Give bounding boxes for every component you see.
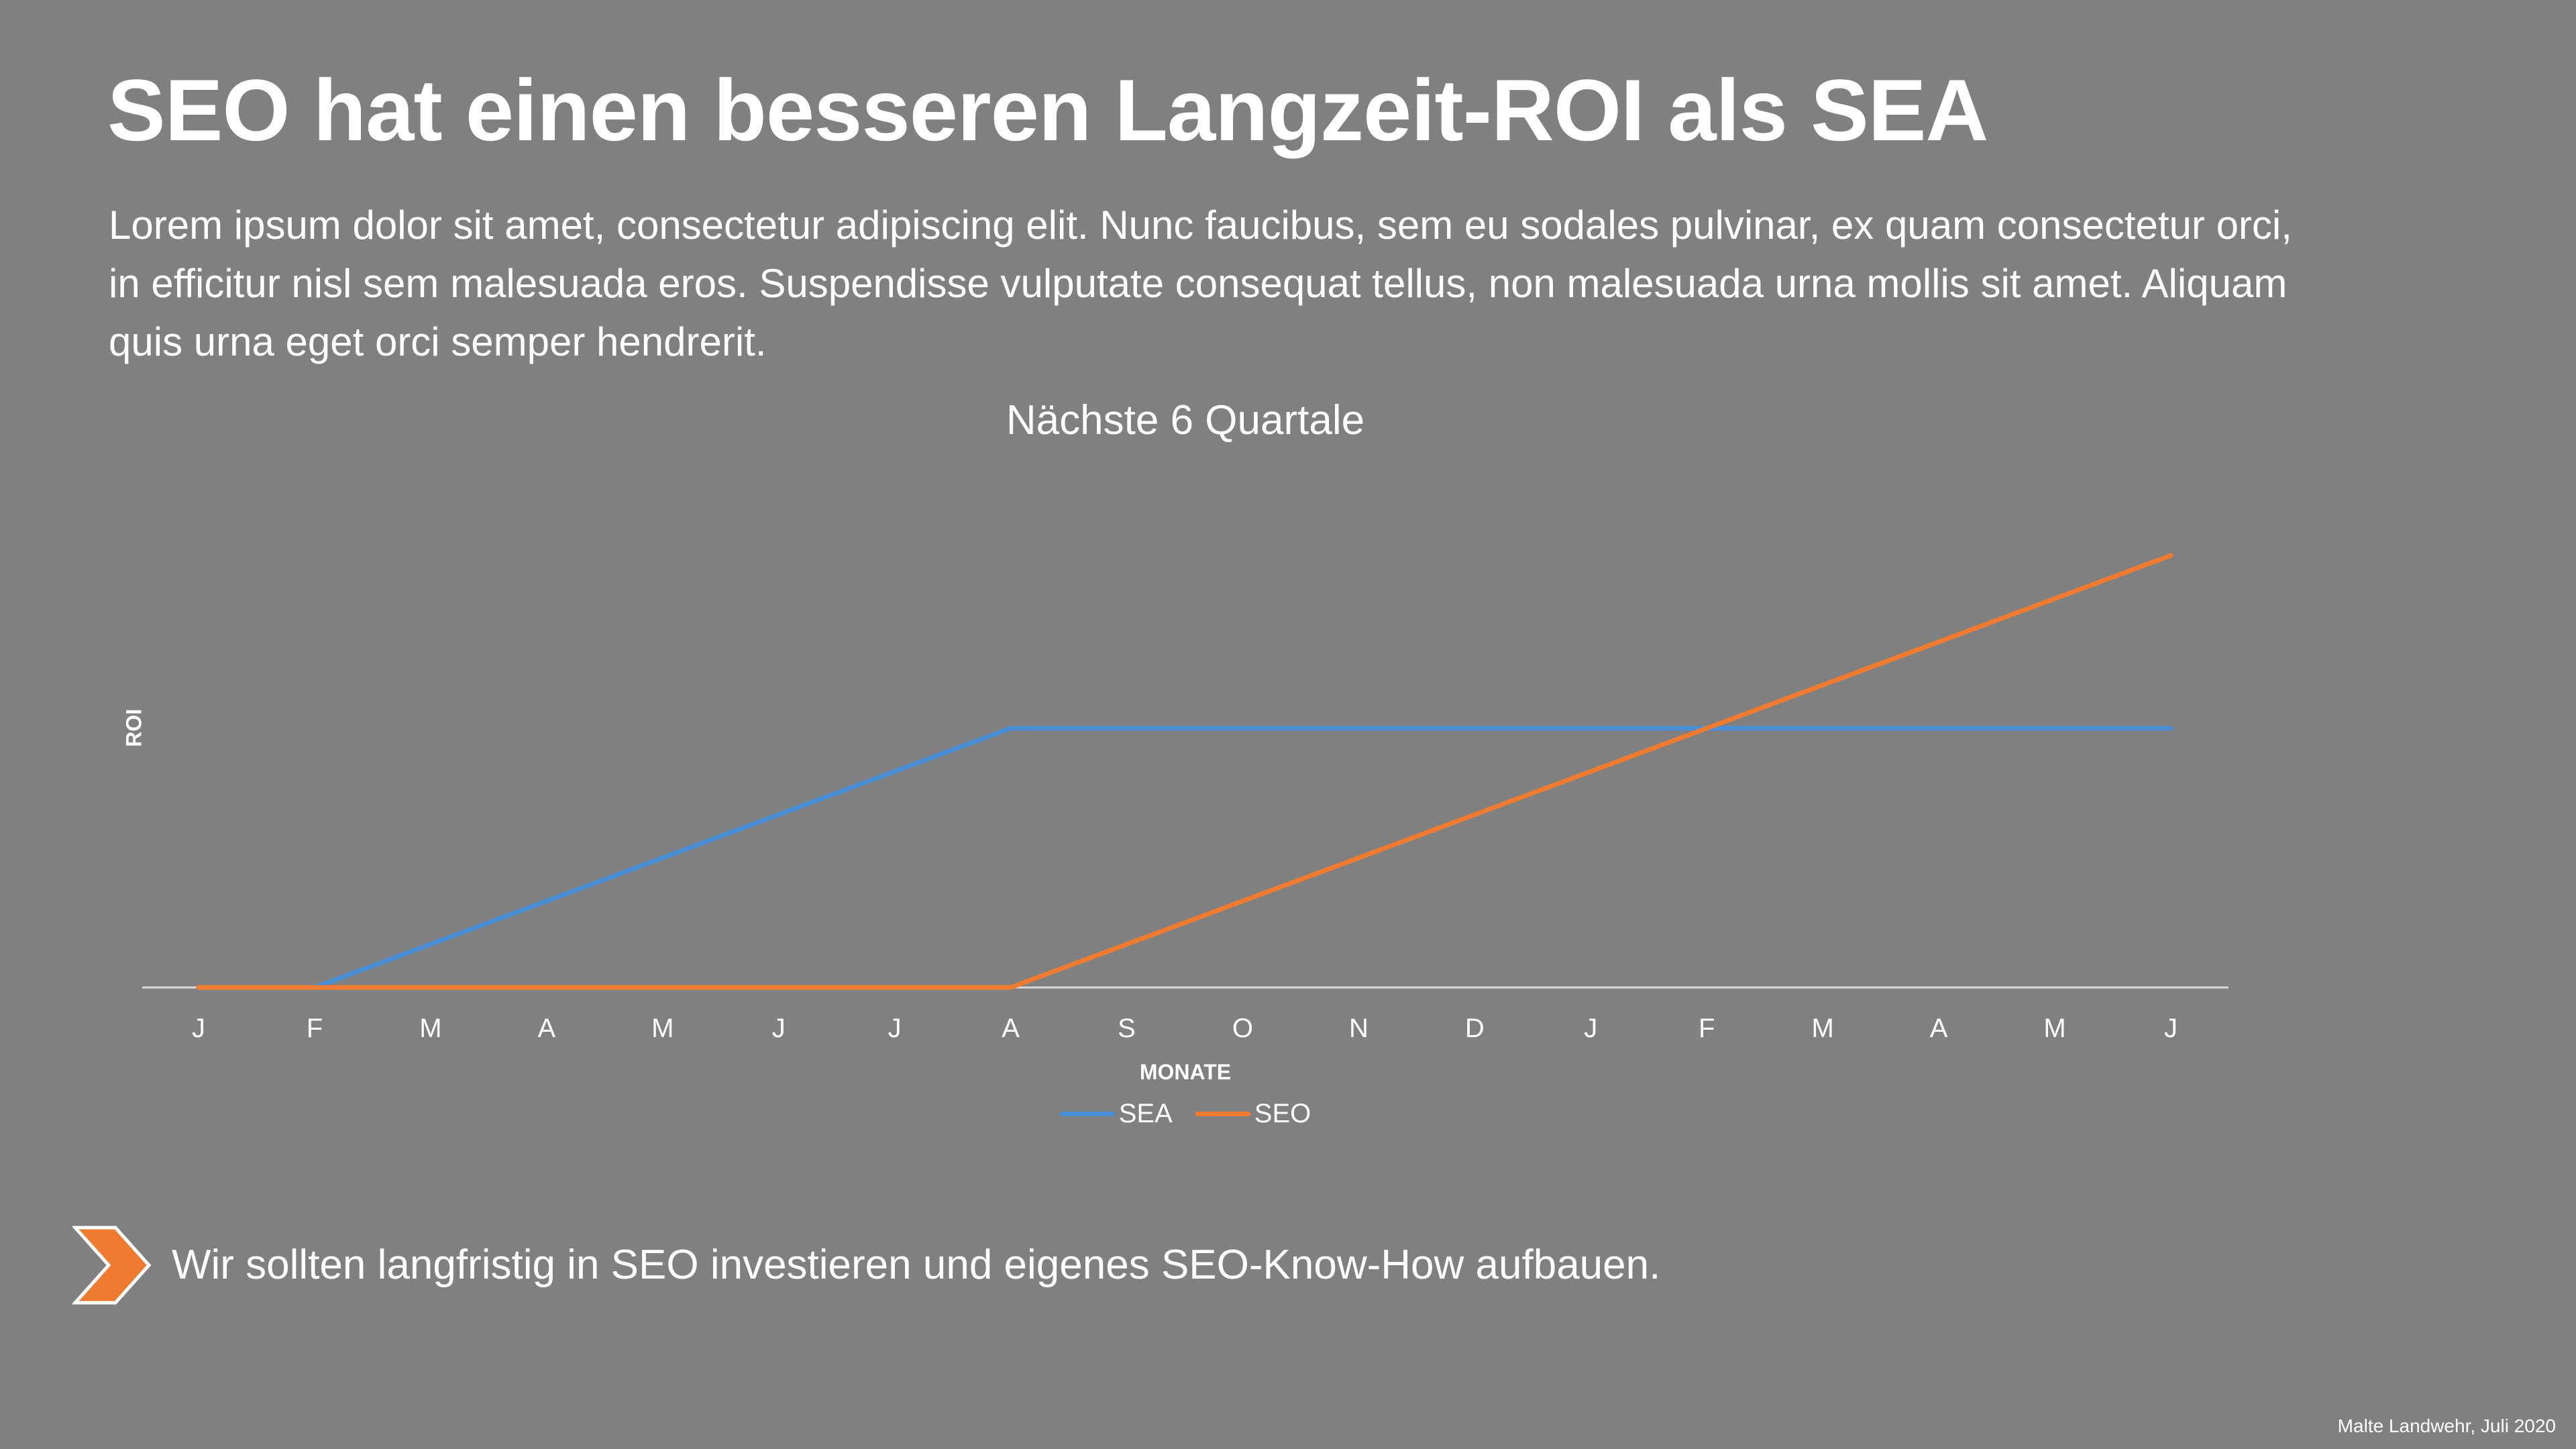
legend-label-sea: SEA	[1118, 1099, 1173, 1128]
x-tick-label: J	[2164, 1014, 2178, 1043]
series-line-sea	[196, 726, 2174, 990]
chart-title: Nächste 6 Quartale	[1006, 397, 1365, 443]
y-axis-title: ROI	[121, 708, 146, 747]
x-tick-label: M	[651, 1014, 674, 1043]
x-tick-label: J	[192, 1014, 205, 1043]
x-tick-label: O	[1232, 1014, 1253, 1043]
legend-swatch-seo	[1195, 1111, 1250, 1116]
x-tick-label: M	[2043, 1014, 2065, 1043]
x-tick-label: F	[307, 1014, 323, 1043]
x-tick-label: A	[1002, 1014, 1020, 1043]
x-tick-label: A	[1930, 1014, 1948, 1043]
x-tick-label: J	[772, 1014, 786, 1043]
takeaway-text: Wir sollten langfristig in SEO investier…	[172, 1242, 1661, 1288]
slide-title: SEO hat einen besseren Langzeit-ROI als …	[107, 61, 1988, 159]
x-tick-label: S	[1118, 1014, 1136, 1043]
x-tick-label: M	[419, 1014, 441, 1043]
chevron-arrow-icon	[72, 1225, 152, 1305]
x-tick-label: F	[1699, 1014, 1715, 1043]
series-line-seo	[196, 553, 2174, 990]
x-tick-label: J	[888, 1014, 902, 1043]
legend-item-seo: SEO	[1195, 1096, 1311, 1131]
legend-swatch-sea	[1059, 1111, 1115, 1116]
slide-body-text: Lorem ipsum dolor sit amet, consectetur …	[109, 203, 2292, 364]
x-axis-title: MONATE	[1139, 1060, 1232, 1084]
x-tick-label: A	[537, 1014, 555, 1043]
chart-legend: SEA SEO	[0, 1096, 2371, 1131]
legend-label-seo: SEO	[1254, 1099, 1311, 1128]
x-tick-label: N	[1349, 1014, 1368, 1043]
takeaway: Wir sollten langfristig in SEO investier…	[72, 1225, 1660, 1305]
x-tick-label: M	[1812, 1014, 1834, 1043]
x-tick-label: D	[1465, 1014, 1485, 1043]
x-tick-label: J	[1584, 1014, 1597, 1043]
footer-credit: Malte Landwehr, Juli 2020	[2337, 1415, 2556, 1436]
legend-item-sea: SEA	[1059, 1096, 1173, 1131]
